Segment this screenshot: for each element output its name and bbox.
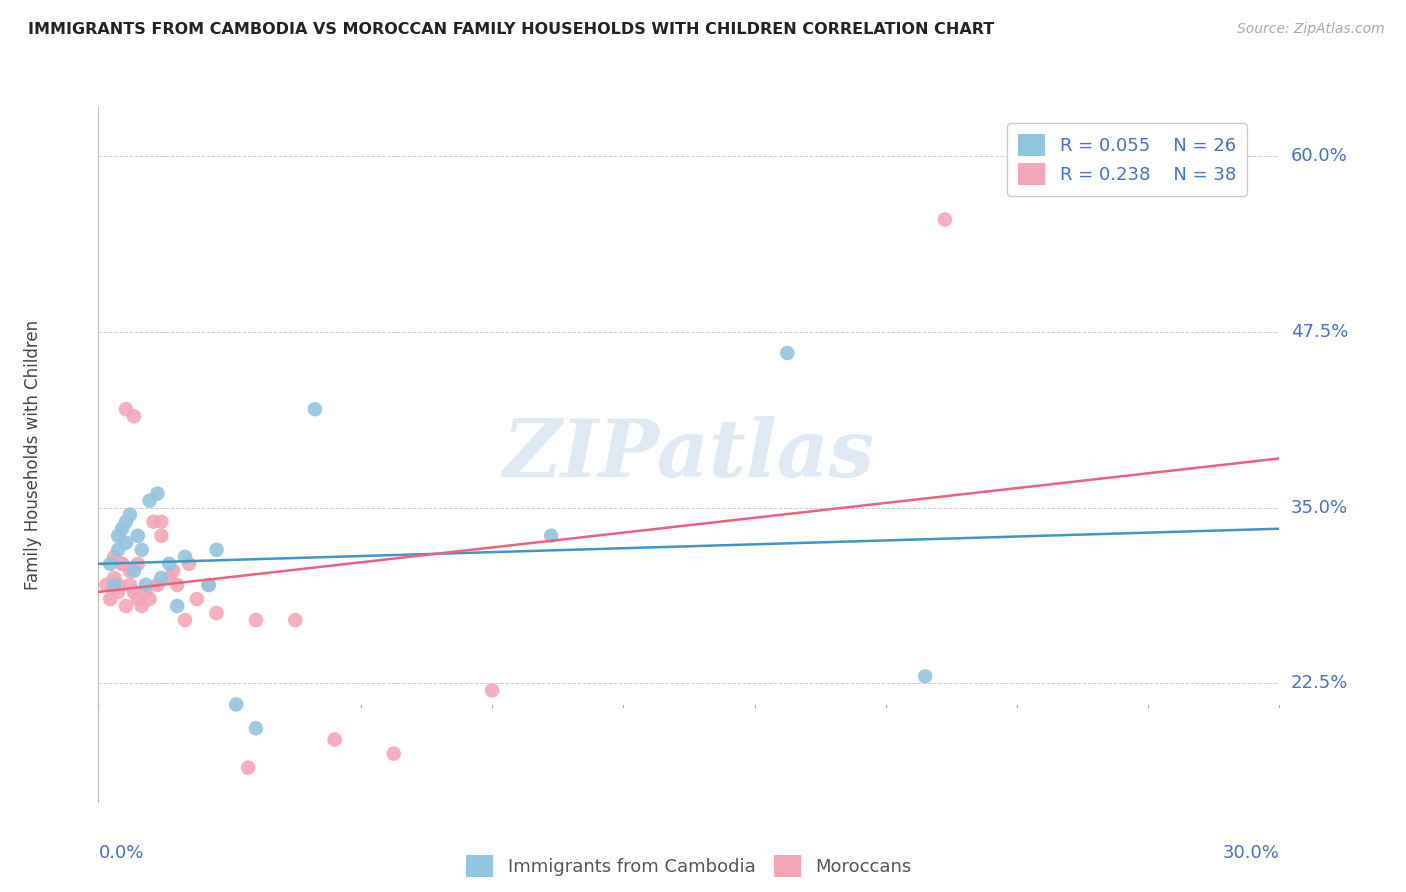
Point	[127, 557, 149, 571]
Text: ZIPatlas: ZIPatlas	[503, 417, 875, 493]
Point	[225, 698, 247, 712]
Point	[138, 493, 160, 508]
Point	[934, 212, 956, 227]
Text: Source: ZipAtlas.com: Source: ZipAtlas.com	[1237, 22, 1385, 37]
Point	[150, 515, 173, 529]
Point	[107, 585, 129, 599]
Point	[111, 557, 134, 571]
Point	[157, 571, 180, 585]
Text: 47.5%: 47.5%	[1291, 323, 1348, 341]
Point	[174, 549, 197, 564]
Text: 30.0%: 30.0%	[1223, 845, 1279, 863]
Point	[111, 522, 134, 536]
Point	[103, 549, 125, 564]
Text: IMMIGRANTS FROM CAMBODIA VS MOROCCAN FAMILY HOUSEHOLDS WITH CHILDREN CORRELATION: IMMIGRANTS FROM CAMBODIA VS MOROCCAN FAM…	[28, 22, 994, 37]
Point	[103, 578, 125, 592]
Text: 22.5%: 22.5%	[1291, 674, 1348, 692]
Point	[304, 402, 326, 417]
Text: 35.0%: 35.0%	[1291, 499, 1348, 516]
Point	[284, 613, 307, 627]
Point	[115, 402, 138, 417]
Point	[166, 578, 188, 592]
Point	[107, 542, 129, 557]
Text: 60.0%: 60.0%	[1291, 147, 1347, 165]
Point	[115, 535, 138, 549]
Point	[776, 346, 799, 360]
Point	[245, 613, 267, 627]
Point	[157, 557, 180, 571]
Point	[245, 721, 267, 735]
Point	[142, 515, 165, 529]
Point	[107, 578, 129, 592]
Point	[135, 578, 157, 592]
Point	[186, 592, 208, 607]
Point	[146, 578, 169, 592]
Point	[96, 578, 118, 592]
Point	[150, 529, 173, 543]
Point	[481, 683, 503, 698]
Point	[127, 529, 149, 543]
Point	[166, 599, 188, 613]
Point	[122, 564, 145, 578]
Point	[177, 557, 200, 571]
Point	[205, 606, 228, 620]
Point	[107, 529, 129, 543]
Point	[150, 571, 173, 585]
Point	[135, 585, 157, 599]
Point	[138, 592, 160, 607]
Legend: Immigrants from Cambodia, Moroccans: Immigrants from Cambodia, Moroccans	[460, 847, 918, 884]
Point	[103, 571, 125, 585]
Point	[174, 613, 197, 627]
Point	[197, 578, 219, 592]
Point	[98, 592, 121, 607]
Point	[914, 669, 936, 683]
Point	[118, 578, 141, 592]
Point	[540, 529, 562, 543]
Point	[197, 578, 219, 592]
Point	[115, 599, 138, 613]
Point	[122, 409, 145, 424]
Text: 0.0%: 0.0%	[98, 845, 143, 863]
Point	[131, 542, 153, 557]
Point	[323, 732, 346, 747]
Point	[127, 592, 149, 607]
Point	[98, 557, 121, 571]
Point	[205, 542, 228, 557]
Point	[118, 508, 141, 522]
Point	[236, 761, 259, 775]
Point	[111, 557, 134, 571]
Point	[115, 515, 138, 529]
Point	[146, 486, 169, 500]
Point	[131, 599, 153, 613]
Text: Family Households with Children: Family Households with Children	[24, 320, 42, 590]
Point	[162, 564, 184, 578]
Point	[118, 564, 141, 578]
Point	[382, 747, 405, 761]
Point	[122, 585, 145, 599]
